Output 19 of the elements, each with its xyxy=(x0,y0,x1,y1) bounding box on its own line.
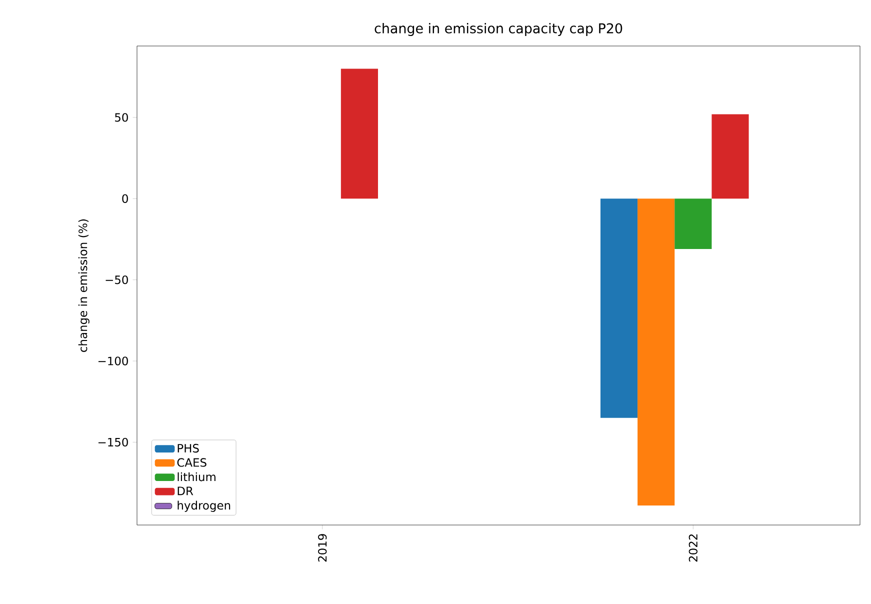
y-tick-label: −150 xyxy=(98,438,128,447)
y-tick-label: 50 xyxy=(115,113,128,122)
legend-label: lithium xyxy=(178,472,216,482)
bar xyxy=(340,68,378,199)
y-tick-label: −100 xyxy=(98,356,128,366)
bar xyxy=(674,198,712,249)
y-tick-label: −50 xyxy=(106,275,128,284)
bar xyxy=(638,198,675,506)
x-tick-label: 2022 xyxy=(688,534,698,562)
y-tick-label: 0 xyxy=(122,194,128,203)
chart-title: change in emission capacity cap P20 xyxy=(374,22,622,36)
y-axis-title: change in emission (%) xyxy=(78,219,90,352)
legend-label: PHS xyxy=(178,444,199,453)
legend-label: hydrogen xyxy=(178,500,230,512)
bar xyxy=(600,198,638,418)
legend-label: CAES xyxy=(177,458,206,467)
legend-label: DR xyxy=(178,486,194,496)
x-tick-label: 2019 xyxy=(318,534,327,562)
bar xyxy=(712,114,749,199)
